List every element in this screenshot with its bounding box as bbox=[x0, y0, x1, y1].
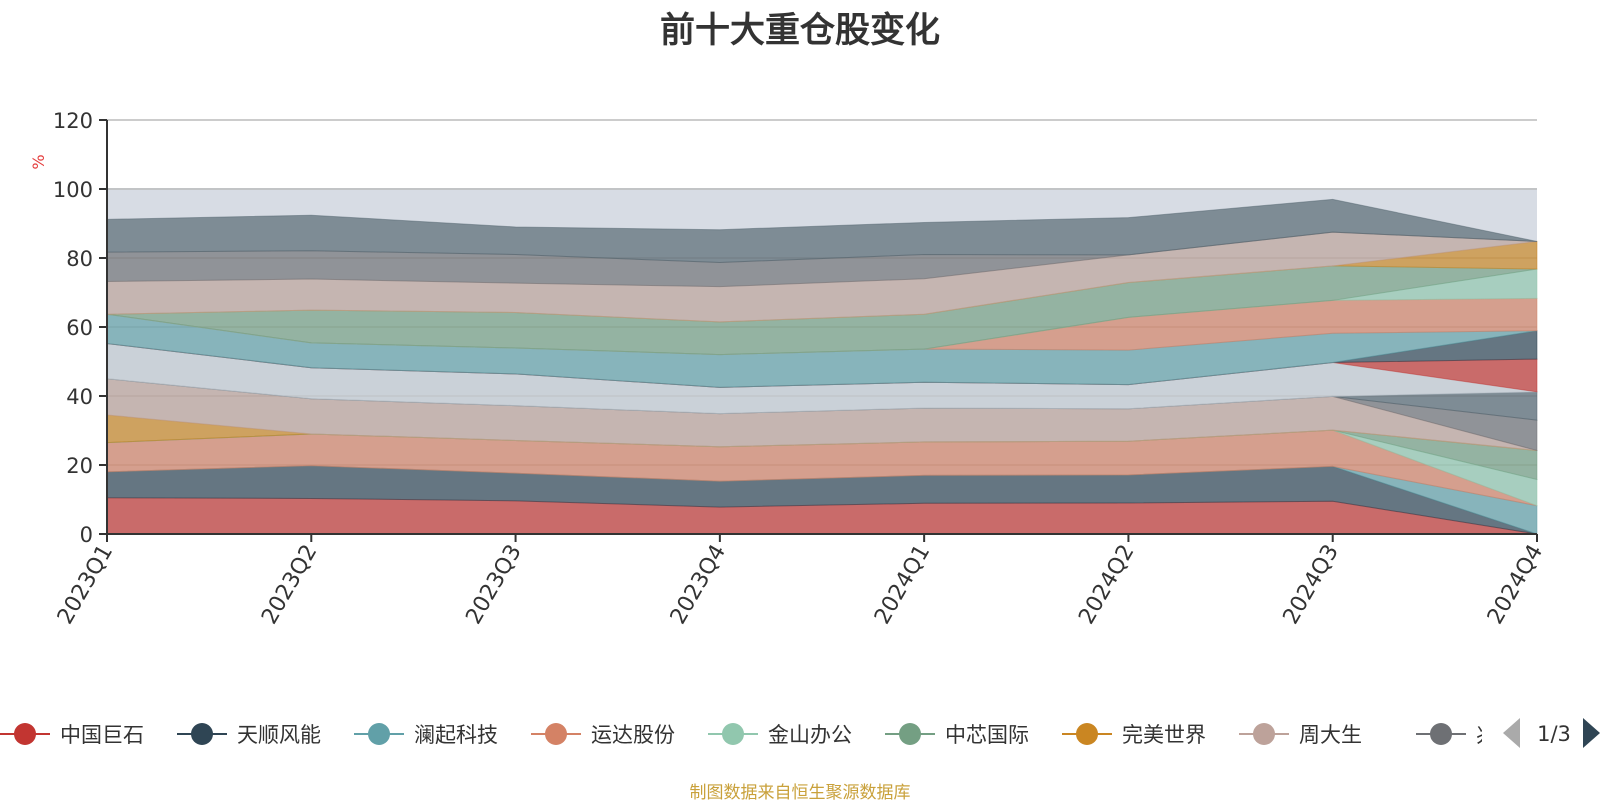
x-tick-label: 2023Q2 bbox=[257, 541, 322, 629]
legend-marker bbox=[191, 723, 213, 745]
x-tick-label: 2023Q1 bbox=[53, 541, 118, 629]
legend-marker bbox=[1076, 723, 1098, 745]
legend-pager: 1/3 bbox=[1503, 718, 1600, 748]
y-tick-label: 20 bbox=[66, 454, 93, 478]
y-tick-label: 120 bbox=[53, 109, 93, 133]
y-tick-label: 100 bbox=[53, 178, 93, 202]
legend-marker bbox=[368, 723, 390, 745]
legend-marker bbox=[1430, 723, 1452, 745]
legend-item[interactable]: 澜起科技 bbox=[354, 723, 498, 747]
legend-prev-arrow-icon[interactable] bbox=[1503, 718, 1520, 748]
legend-label: 运达股份 bbox=[591, 723, 675, 747]
legend-item[interactable]: 中国巨石 bbox=[0, 723, 144, 747]
x-tick-label: 2024Q4 bbox=[1483, 541, 1548, 629]
legend-page-indicator: 1/3 bbox=[1537, 722, 1571, 746]
legend-item[interactable]: 金山办公 bbox=[708, 723, 852, 747]
legend: 中国巨石 天顺风能 澜起科技 运达股份 金山办公 中芯国际 完美世界 周大生 兆易创新 bbox=[0, 723, 1560, 747]
x-tick-label: 2024Q2 bbox=[1074, 541, 1139, 629]
legend-marker bbox=[722, 723, 744, 745]
y-tick-label: 40 bbox=[66, 385, 93, 409]
legend-label: 中芯国际 bbox=[945, 723, 1029, 747]
legend-label: 金山办公 bbox=[768, 723, 852, 747]
y-tick-label: 60 bbox=[66, 316, 93, 340]
stacked-areas bbox=[106, 198, 1538, 535]
x-tick-label: 2023Q4 bbox=[666, 541, 731, 629]
legend-marker bbox=[899, 723, 921, 745]
legend-label: 天顺风能 bbox=[237, 723, 321, 747]
legend-item[interactable]: 完美世界 bbox=[1062, 723, 1206, 747]
chart-title: 前十大重仓股变化 bbox=[659, 11, 940, 51]
legend-item[interactable]: 中芯国际 bbox=[885, 723, 1029, 747]
area-series bbox=[106, 198, 1538, 263]
x-tick-label: 2024Q3 bbox=[1279, 541, 1344, 629]
x-tick-label: 2024Q1 bbox=[870, 541, 935, 629]
legend-label: 澜起科技 bbox=[414, 723, 498, 747]
y-tick-label: 80 bbox=[66, 247, 93, 271]
legend-label: 周大生 bbox=[1299, 723, 1362, 747]
y-axis-unit-label: % bbox=[29, 154, 48, 169]
legend-item[interactable]: 周大生 bbox=[1239, 723, 1362, 747]
y-tick-label: 0 bbox=[80, 523, 93, 547]
legend-items: 中国巨石 天顺风能 澜起科技 运达股份 金山办公 中芯国际 完美世界 周大生 兆易创新 bbox=[0, 723, 1560, 747]
legend-marker bbox=[14, 723, 36, 745]
source-note: 制图数据来自恒生聚源数据库 bbox=[689, 783, 911, 803]
legend-label: 中国巨石 bbox=[60, 723, 144, 747]
legend-next-arrow-icon[interactable] bbox=[1583, 718, 1600, 748]
legend-item[interactable]: 兆易创新 bbox=[1416, 723, 1560, 747]
x-tick-label: 2023Q3 bbox=[461, 541, 526, 629]
legend-marker bbox=[1253, 723, 1275, 745]
legend-item[interactable]: 运达股份 bbox=[531, 723, 675, 747]
legend-label: 兆易创新 bbox=[1476, 723, 1560, 747]
legend-item[interactable]: 天顺风能 bbox=[177, 723, 321, 747]
legend-marker bbox=[545, 723, 567, 745]
legend-label: 完美世界 bbox=[1122, 723, 1206, 747]
